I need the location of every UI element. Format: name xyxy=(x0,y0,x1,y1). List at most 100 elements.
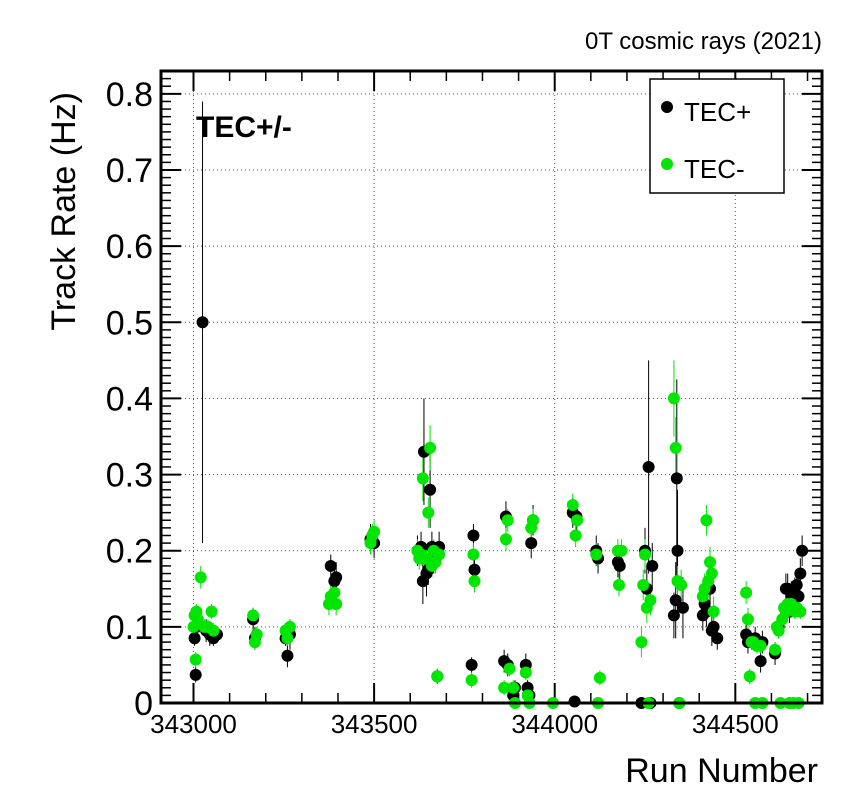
point-tec-minus xyxy=(330,598,343,611)
point-tec-minus xyxy=(590,548,603,561)
point-tec-plus xyxy=(707,620,720,633)
x-tick-label: 344500 xyxy=(692,709,779,739)
point-tec-minus xyxy=(613,578,626,591)
point-tec-minus xyxy=(769,643,782,656)
grid-lines xyxy=(161,71,822,703)
y-tick-label: 0.7 xyxy=(106,152,153,190)
point-tec-plus xyxy=(196,316,209,329)
point-tec-plus xyxy=(669,594,682,607)
point-tec-plus xyxy=(796,544,809,557)
point-tec-minus xyxy=(772,624,785,637)
point-tec-minus xyxy=(637,578,650,591)
point-tec-plus xyxy=(754,655,767,668)
point-tec-plus xyxy=(188,632,201,645)
point-tec-minus xyxy=(593,671,606,684)
point-tec-plus xyxy=(568,695,581,708)
legend-box xyxy=(649,78,785,194)
chart-title: 0T cosmic rays (2021) xyxy=(585,28,822,55)
point-tec-minus xyxy=(740,586,753,599)
point-tec-minus xyxy=(527,514,540,527)
point-tec-minus xyxy=(250,628,263,641)
point-tec-minus xyxy=(507,681,520,694)
point-tec-minus xyxy=(667,392,680,405)
point-tec-plus xyxy=(424,483,437,496)
point-tec-minus xyxy=(281,632,294,645)
point-tec-minus xyxy=(569,529,582,542)
point-tec-plus xyxy=(676,601,689,614)
point-tec-minus xyxy=(283,620,296,633)
point-tec-minus xyxy=(467,548,480,561)
point-tec-plus xyxy=(642,460,655,473)
y-tick-label: 0.6 xyxy=(106,228,153,266)
x-tick-label: 343500 xyxy=(331,709,418,739)
point-tec-minus xyxy=(519,666,532,679)
point-tec-minus xyxy=(499,533,512,546)
y-tick-label: 0.1 xyxy=(106,609,153,647)
point-tec-plus xyxy=(189,668,202,681)
point-tec-minus xyxy=(566,499,579,512)
point-tec-minus xyxy=(205,605,218,618)
x-tick-label: 344000 xyxy=(511,709,598,739)
y-tick-label: 0.2 xyxy=(106,533,153,571)
x-axis-label: Run Number xyxy=(625,752,818,790)
point-tec-minus xyxy=(571,514,584,527)
point-tec-minus xyxy=(189,653,202,666)
point-tec-minus xyxy=(498,681,511,694)
point-tec-plus xyxy=(324,559,337,572)
point-tec-minus xyxy=(615,544,628,557)
point-tec-plus xyxy=(465,658,478,671)
point-tec-minus xyxy=(368,525,381,538)
x-tick-label: 343000 xyxy=(150,709,237,739)
point-tec-minus xyxy=(639,548,652,561)
point-tec-plus xyxy=(711,632,724,645)
plot-frame xyxy=(159,69,824,705)
legend-label-tec-plus: TEC+ xyxy=(684,97,751,127)
point-tec-minus xyxy=(754,639,767,652)
point-tec-minus xyxy=(707,605,720,618)
point-tec-plus xyxy=(790,578,803,591)
point-tec-plus xyxy=(792,590,805,603)
legend-marker-tec-minus xyxy=(661,158,673,170)
legend-marker-tec-plus xyxy=(661,101,673,113)
point-tec-minus xyxy=(465,674,478,687)
tec-annotation: TEC+/- xyxy=(196,111,292,144)
point-tec-minus xyxy=(468,575,481,588)
y-tick-label: 0.3 xyxy=(106,457,153,495)
point-tec-minus xyxy=(422,506,435,519)
point-tec-minus xyxy=(704,556,717,569)
point-tec-minus xyxy=(669,441,682,454)
y-tick-label: 0.8 xyxy=(106,76,153,114)
point-tec-plus xyxy=(671,544,684,557)
legend-label-tec-minus: TEC- xyxy=(684,154,745,184)
point-tec-plus xyxy=(613,559,626,572)
point-tec-minus xyxy=(247,609,260,622)
y-tick-label: 0.5 xyxy=(106,304,153,342)
point-tec-plus xyxy=(281,649,294,662)
point-tec-plus xyxy=(646,559,659,572)
point-tec-minus xyxy=(700,514,713,527)
point-tec-minus xyxy=(503,662,516,675)
point-tec-plus xyxy=(330,571,343,584)
point-tec-minus xyxy=(741,613,754,626)
point-tec-plus xyxy=(794,567,807,580)
point-tec-minus xyxy=(644,594,657,607)
point-tec-plus xyxy=(525,537,538,550)
point-tec-plus xyxy=(667,609,680,622)
y-tick-label: 0.4 xyxy=(106,380,153,418)
legend: TEC+ TEC- xyxy=(649,78,785,194)
y-axis-label: Track Rate (Hz) xyxy=(45,92,83,331)
data-points xyxy=(187,316,809,709)
point-tec-minus xyxy=(416,472,429,485)
point-tec-minus xyxy=(501,514,514,527)
point-tec-minus xyxy=(207,624,220,637)
point-tec-minus xyxy=(705,567,718,580)
point-tec-plus xyxy=(468,563,481,576)
point-tec-minus xyxy=(431,670,444,683)
point-tec-minus xyxy=(194,571,207,584)
point-tec-minus xyxy=(675,578,688,591)
point-tec-plus xyxy=(467,529,480,542)
point-tec-minus xyxy=(635,636,648,649)
point-tec-minus xyxy=(424,441,437,454)
point-tec-minus xyxy=(433,548,446,561)
